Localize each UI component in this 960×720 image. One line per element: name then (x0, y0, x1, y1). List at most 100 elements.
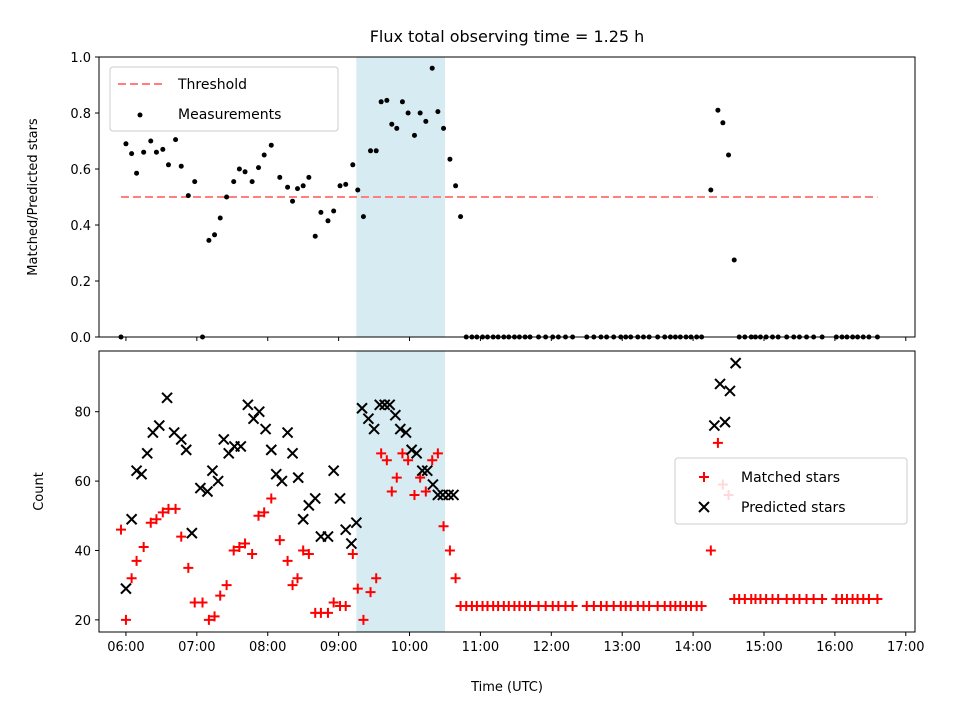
x-tick-label: 08:00 (249, 640, 286, 655)
matched-star-point (450, 573, 461, 584)
predicted-star-point (356, 402, 368, 414)
ratio-legend: Threshold Measurements (109, 66, 339, 132)
matched-star-point (872, 594, 883, 605)
predicted-star-point (201, 485, 214, 498)
predicted-star-point (186, 527, 198, 539)
matched-star-point (863, 594, 874, 605)
y-tick-label: 0.6 (70, 163, 91, 178)
matched-star-point (712, 437, 723, 448)
matched-star-point (427, 455, 438, 466)
predicted-star-point (322, 530, 334, 543)
measurement-point (134, 170, 140, 176)
matched-star-point (397, 448, 408, 459)
predicted-star-point (714, 378, 726, 390)
measurement-point (331, 208, 337, 214)
matched-star-point (525, 600, 536, 611)
predicted-star-point (362, 412, 375, 425)
x-tick-label: 07:00 (178, 640, 215, 655)
predicted-star-point (447, 489, 460, 501)
matched-star-point (209, 611, 220, 622)
matched-star-point (444, 545, 455, 556)
predicted-star-point (153, 419, 165, 432)
matched-star-point (151, 514, 162, 525)
matched-star-point (126, 573, 137, 584)
measurement-point (405, 110, 411, 116)
matched-star-point (347, 548, 358, 559)
predicted-star-point (345, 537, 358, 550)
measurement-point (337, 183, 343, 189)
measurement-point (429, 65, 435, 71)
measurement-point (192, 179, 198, 185)
x-tick-label: 11:00 (462, 640, 499, 655)
matched-star-point (381, 455, 392, 466)
predicted-star-point (194, 482, 207, 494)
measurement-point (325, 218, 331, 224)
x-tick-label: 16:00 (816, 640, 853, 655)
legend-matched-label: Matched stars (741, 470, 840, 486)
measurement-point (726, 152, 732, 158)
predicted-star-point (120, 582, 132, 595)
measurement-point (378, 99, 384, 105)
matched-star-point (409, 489, 420, 500)
matched-star-point (228, 545, 239, 556)
predicted-star-point (427, 478, 439, 491)
matched-star-point (253, 510, 264, 521)
x-tick-label: 14:00 (674, 640, 711, 655)
y-tick-label: 80 (74, 406, 91, 421)
measurement-point (217, 215, 223, 221)
x-tick-label: 10:00 (391, 640, 428, 655)
legend-box (109, 66, 339, 132)
measurement-point (160, 146, 166, 152)
measurement-point (277, 174, 283, 180)
matched-star-point (371, 573, 382, 584)
predicted-star-point (405, 444, 418, 456)
matched-star-point (298, 545, 309, 556)
predicted-star-point (297, 513, 309, 525)
matched-star-point (176, 531, 187, 542)
matched-star-point (234, 542, 245, 553)
predicted-star-point (416, 464, 428, 477)
count-legend: Matched stars Predicted stars (674, 457, 908, 525)
x-tick-label: 06:00 (107, 640, 144, 655)
predicted-star-point (309, 492, 321, 505)
predicted-star-point (141, 447, 153, 460)
legend-predicted-swatch (698, 501, 710, 513)
measurement-point (285, 184, 291, 190)
x-axis-label: Time (UTC) (470, 680, 543, 695)
matched-star-point (352, 583, 363, 594)
predicted-star-point (218, 433, 230, 446)
matched-star-point (131, 555, 142, 566)
legend-measurements-swatch (137, 112, 143, 118)
measurement-point (249, 179, 255, 185)
legend-threshold-label: Threshold (177, 77, 247, 93)
predicted-star-point (368, 423, 380, 435)
matched-star-point (170, 503, 181, 514)
matched-star-point (567, 600, 578, 611)
measurement-point (384, 97, 390, 103)
measurement-point (242, 169, 248, 175)
matched-star-point (808, 594, 819, 605)
measurement-point (148, 138, 154, 144)
matched-star-point (365, 587, 376, 598)
matched-star-point (215, 590, 226, 601)
predicted-star-point (253, 406, 265, 418)
y-tick-label: 1.0 (70, 51, 91, 66)
matched-star-point (358, 614, 369, 625)
measurement-point (236, 166, 242, 172)
measurement-point (256, 165, 262, 171)
predicted-star-point (442, 489, 455, 501)
legend-measurements-label: Measurements (178, 107, 281, 123)
measurement-point (212, 232, 218, 238)
measurement-point (178, 163, 184, 169)
measurement-point (447, 156, 453, 162)
measurement-point (306, 174, 312, 180)
matched-star-point (386, 486, 397, 497)
measurement-point (318, 209, 324, 215)
chart-title: Flux total observing time = 1.25 h (370, 27, 645, 46)
measurement-point (411, 132, 417, 138)
measurement-point (231, 179, 237, 185)
predicted-star-point (719, 416, 731, 428)
measurement-point (715, 107, 721, 113)
measurement-point (300, 183, 306, 189)
